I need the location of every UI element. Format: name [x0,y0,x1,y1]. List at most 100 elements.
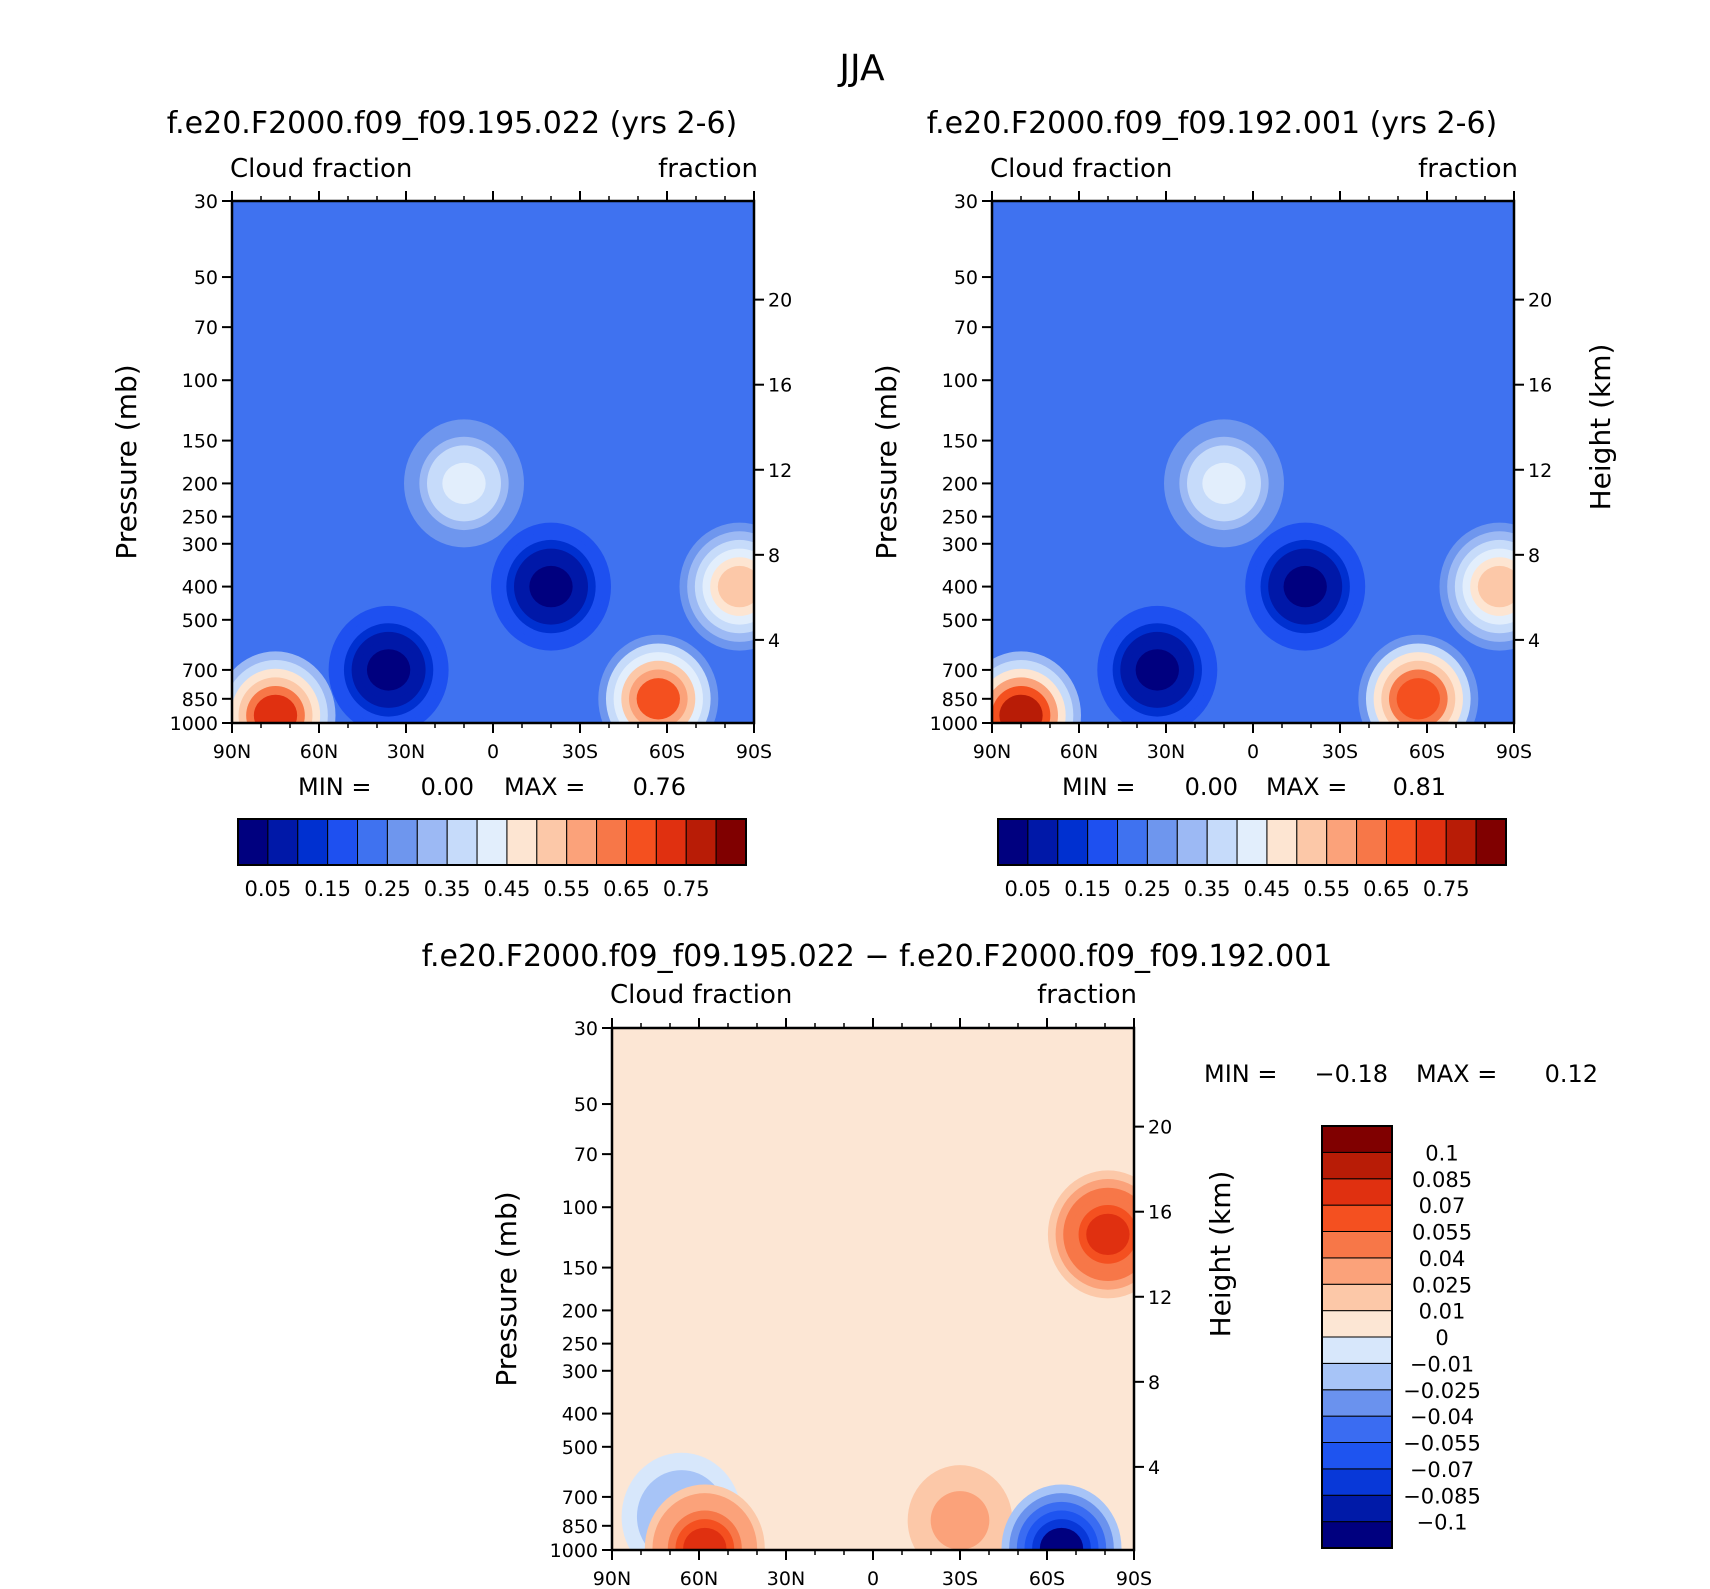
y2-tick-label: 12 [768,460,792,482]
panel-1: f.e20.F2000.f09_f09.195.022 (yrs 2-6) Clo… [32,106,874,901]
x-tick-label: 30N [387,741,425,763]
field-feature-3 [717,565,762,608]
y-tick-label: 500 [182,610,218,632]
colorbar-box [536,818,568,866]
colorbar-box [1321,1283,1393,1312]
colorbar-box [1266,818,1298,866]
field-feature-4 [366,649,411,691]
y-tick-label: 300 [942,534,978,556]
colorbar-box [1146,818,1178,866]
field-feature-3 [1477,565,1522,608]
left-string: Cloud fraction [990,154,1172,184]
colorbar-box [685,818,717,866]
colorbar-label: 0.25 [364,877,411,901]
max-value: 0.12 [1545,1060,1598,1088]
colorbar-label: 0.1 [1425,1141,1458,1165]
x-tick-label: 60S [1029,1568,1065,1589]
x-tick-label: 30S [1322,741,1358,763]
colorbar-label: 0.085 [1412,1168,1472,1192]
y-tick-label: 250 [942,507,978,529]
colorbar-box [596,818,627,866]
colorbar-label: 0.04 [1419,1247,1466,1271]
y-tick-label: 850 [182,689,218,711]
y-tick-label: 100 [942,370,978,392]
y2-tick-label: 16 [1528,375,1552,397]
colorbar-label: 0.055 [1412,1221,1472,1245]
y-tick-label: 200 [182,473,218,495]
colorbar-label: 0.75 [1423,877,1470,901]
x-tick-label: 90S [1116,1568,1152,1589]
colorbar-label: 0.05 [1004,877,1051,901]
colorbar-box [1356,818,1387,866]
colorbar-box [1321,1468,1393,1496]
x-tick-label: 30N [1147,741,1185,763]
y-axis-title: Pressure (mb) [490,1191,523,1386]
panel-title: f.e20.F2000.f09_f09.192.001 (yrs 2-6) [927,106,1497,141]
colorbar-box [1475,818,1507,866]
panel-title: f.e20.F2000.f09_f09.195.022 − f.e20.F200… [422,939,1333,974]
colorbar-label: −0.025 [1403,1379,1481,1403]
colorbar-label: 0.25 [1124,877,1171,901]
field-feature-5 [529,565,573,608]
x-tick-label: 0 [487,741,499,763]
y2-tick-label: 8 [768,545,780,567]
max-label: MAX = [1266,773,1347,801]
field-feature-5 [1283,565,1327,608]
max-label: MAX = [504,773,585,801]
min-label: MIN = [1062,773,1135,801]
y2-axis-title: Height (km) [1204,1171,1237,1338]
colorbar-box [1321,1178,1393,1206]
y-tick-label: 150 [182,431,218,453]
x-tick-label: 90N [213,741,251,763]
colorbar-label: 0.65 [1363,877,1410,901]
colorbar-box [446,818,478,866]
mask-right [1514,141,1634,783]
colorbar-box [566,818,598,866]
colorbar-box [715,818,747,866]
y-tick-label: 500 [942,610,978,632]
x-tick-label: 90N [973,741,1011,763]
y2-tick-label: 4 [1528,630,1540,652]
panel-difference: f.e20.F2000.f09_f09.195.022 − f.e20.F200… [412,939,1598,1589]
colorbar-label: 0.65 [603,877,650,901]
y-tick-label: 400 [562,1404,598,1426]
y-tick-label: 400 [182,577,218,599]
colorbar-box [237,818,269,866]
colorbar-box [476,818,508,866]
x-tick-label: 0 [867,1568,879,1589]
x-tick-label: 30S [942,1568,978,1589]
colorbar-box [1321,1389,1393,1417]
colorbar-box [1321,1442,1393,1470]
colorbar-label: −0.1 [1417,1511,1468,1535]
colorbar-box [1176,818,1208,866]
colorbar-box [1326,818,1358,866]
mask-bottom [232,723,754,803]
y2-tick-label: 12 [1148,1287,1172,1309]
y-tick-label: 150 [562,1258,598,1280]
colorbar-label: 0.45 [484,877,531,901]
colorbar-label: 0.025 [1412,1273,1472,1297]
colorbar-box [1321,1415,1393,1443]
x-tick-label: 30N [767,1568,805,1589]
field-feature-2 [1202,462,1246,505]
colorbar-box [1321,1204,1393,1232]
mask-left [412,968,612,1589]
max-value: 0.76 [633,773,686,801]
y2-tick-label: 4 [768,630,780,652]
colorbar-label: 0.35 [424,877,471,901]
x-tick-label: 90N [593,1568,631,1589]
y-tick-label: 70 [954,317,978,339]
colorbar-label: 0.05 [244,877,291,901]
x-tick-label: 30S [562,741,598,763]
colorbar-box [1321,1151,1393,1180]
y-tick-label: 700 [562,1487,598,1509]
colorbar-label: 0 [1435,1326,1448,1350]
y-tick-label: 850 [942,689,978,711]
left-string: Cloud fraction [610,980,792,1010]
colorbar-box [1321,1336,1393,1364]
colorbar-box [1321,1257,1393,1285]
colorbar-box [1321,1521,1393,1549]
colorbar-label: 0.07 [1419,1194,1466,1218]
x-tick-label: 60S [649,741,685,763]
figure-title: JJA [837,48,885,89]
